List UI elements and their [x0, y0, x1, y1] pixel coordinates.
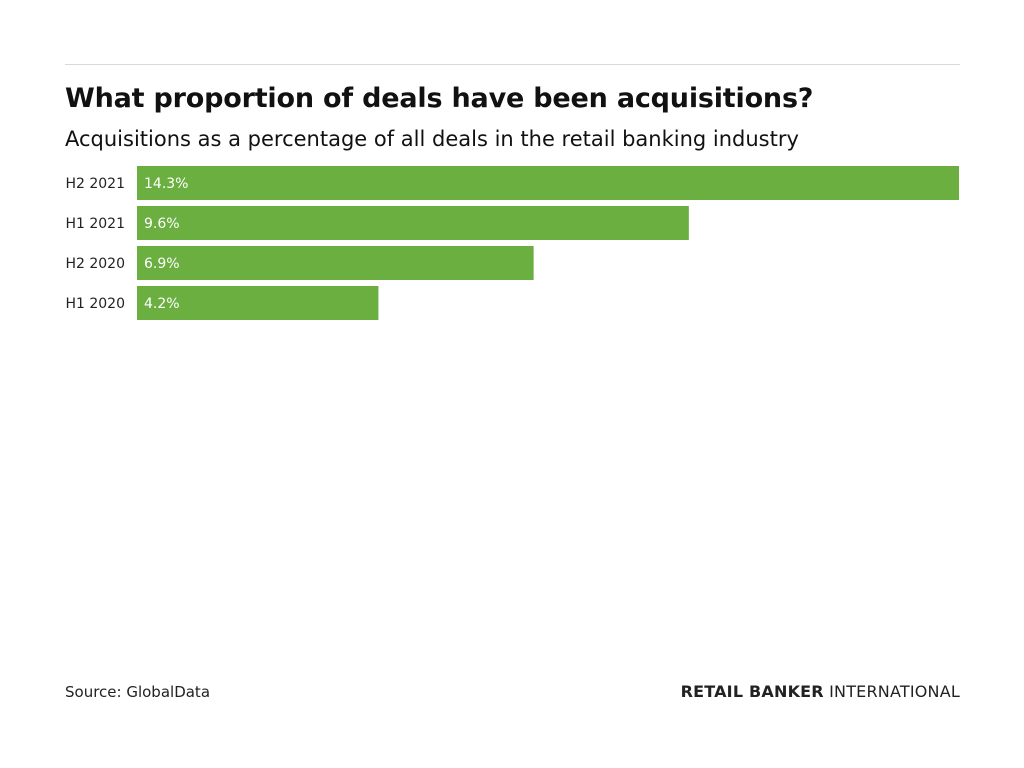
bar-h2-2021 — [137, 166, 959, 200]
category-label: H2 2021 — [65, 176, 125, 192]
data-label: 14.3% — [144, 176, 188, 192]
chart-subtitle: Acquisitions as a percentage of all deal… — [65, 127, 799, 151]
brand-name-bold: RETAIL BANKER — [680, 682, 824, 701]
brand-name-light: INTERNATIONAL — [823, 682, 960, 701]
chart-title: What proportion of deals have been acqui… — [65, 83, 814, 114]
brand-logo: RETAIL BANKER INTERNATIONAL — [681, 682, 960, 702]
category-label: H1 2020 — [65, 296, 125, 312]
category-label: H2 2020 — [65, 256, 125, 272]
bar-h1-2021 — [137, 206, 689, 240]
source-note: Source: GlobalData — [65, 683, 211, 701]
bar-h1-2020 — [137, 286, 379, 320]
top-divider — [65, 64, 960, 65]
bar-h2-2020 — [137, 246, 534, 280]
data-label: 6.9% — [144, 256, 180, 272]
category-label: H1 2021 — [65, 216, 125, 232]
data-label: 9.6% — [144, 216, 180, 232]
data-label: 4.2% — [144, 296, 180, 312]
